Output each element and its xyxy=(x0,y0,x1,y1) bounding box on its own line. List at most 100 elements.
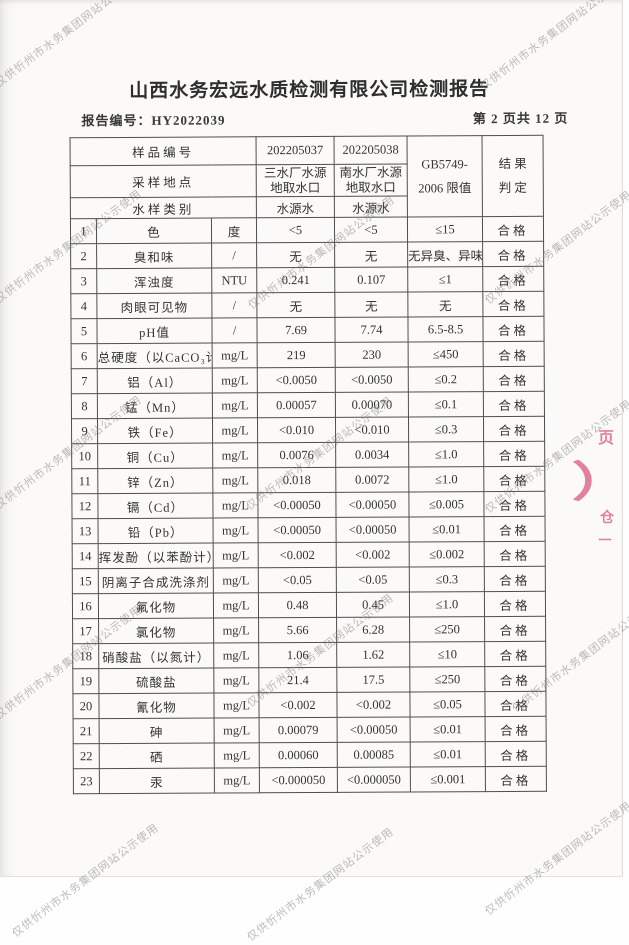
category-2: 水源水 xyxy=(334,196,408,218)
cell-sample2-value: 无 xyxy=(334,242,408,268)
cell-item-name: 肉眼可见物 xyxy=(96,293,212,319)
cell-unit: mg/L xyxy=(214,717,260,744)
table-row: 22 硒 mg/L 0.00060 0.00085 ≤0.01 合格 xyxy=(73,741,547,769)
cell-limit-value: ≤0.3 xyxy=(409,566,485,593)
cell-sample1-value: <0.002 xyxy=(258,692,338,718)
cell-item-name: 硒 xyxy=(99,743,215,769)
cell-sample2-value: <0.00050 xyxy=(336,517,410,543)
cell-unit: mg/L xyxy=(212,417,258,444)
page-title: 山西水务宏远水质检测有限公司检测报告 xyxy=(129,79,490,102)
cell-sample1-value: 7.69 xyxy=(256,317,336,343)
table-row: 11 锌（Zn） mg/L 0.018 0.0072 ≤1.0 合格 xyxy=(71,466,545,494)
cell-row-number: 12 xyxy=(71,493,99,519)
cell-row-number: 21 xyxy=(73,718,100,744)
cell-unit: mg/L xyxy=(213,542,259,569)
cell-sample1-value: <0.05 xyxy=(258,567,337,593)
cell-limit-value: ≤0.002 xyxy=(409,541,485,568)
cell-result-value: 合格 xyxy=(484,616,546,642)
cell-item-name: 铜（Cu） xyxy=(97,443,213,469)
cell-sample2-value: 17.5 xyxy=(336,667,410,693)
cell-row-number: 20 xyxy=(72,693,100,719)
cell-result-value: 合格 xyxy=(483,441,545,467)
cell-row-number: 5 xyxy=(70,318,98,344)
cell-limit-value: ≤1.0 xyxy=(409,591,485,618)
cell-sample2-value: <0.0050 xyxy=(335,367,409,393)
cell-unit: mg/L xyxy=(213,642,259,669)
cell-unit: mg/L xyxy=(214,742,260,769)
cell-sample2-value: 6.28 xyxy=(336,617,410,643)
cell-sample1-value: 无 xyxy=(256,292,335,318)
location-1: 三水厂水源 地取水口 xyxy=(256,164,335,197)
cell-sample2-value: <0.002 xyxy=(336,542,410,568)
cell-row-number: 3 xyxy=(70,268,97,294)
cell-limit-value: ≤0.01 xyxy=(410,716,486,743)
cell-row-number: 9 xyxy=(71,418,98,444)
cell-limit-value: ≤0.01 xyxy=(410,741,486,768)
table-row: 19 硫酸盐 mg/L 21.4 17.5 ≤250 合格 xyxy=(72,666,546,694)
table-row: 10 铜（Cu） mg/L 0.0076 0.0034 ≤1.0 合格 xyxy=(71,441,545,469)
cell-limit-value: ≤10 xyxy=(409,641,485,668)
category-1: 水源水 xyxy=(256,196,335,218)
table-row: 3 浑浊度 NTU 0.241 0.107 ≤1 合格 xyxy=(70,266,544,294)
location-1-line2: 地取水口 xyxy=(270,180,321,195)
cell-row-number: 10 xyxy=(71,443,98,469)
cell-result-value: 合格 xyxy=(484,641,546,667)
table-row: 1 色度 <5 <5 ≤15 合格 xyxy=(70,216,544,244)
table-row: 8 锰（Mn） mg/L 0.00057 0.00070 ≤0.1 合格 xyxy=(71,391,545,419)
cell-sample2-value: <5 xyxy=(334,217,408,243)
sample-no-label: 样品编号 xyxy=(70,136,257,166)
table-row: 20 氰化物 mg/L <0.002 <0.002 ≤0.05 合格 xyxy=(72,691,547,719)
cell-sample1-value: 0.48 xyxy=(258,592,337,618)
cell-item-name: 铁（Fe） xyxy=(97,418,213,444)
water-quality-table: 样品编号 202205037 202205038 GB5749- 2006 限值… xyxy=(69,134,547,795)
cell-sample1-value: 0.00079 xyxy=(259,717,338,743)
cell-sample1-value: 1.06 xyxy=(258,642,337,668)
cell-limit-value: ≤250 xyxy=(409,666,485,693)
cell-limit-value: 6.5-8.5 xyxy=(407,316,484,343)
cell-result-value: 合格 xyxy=(483,491,546,517)
cell-result-value: 合格 xyxy=(482,266,544,292)
table-row: 9 铁（Fe） mg/L <0.010 <0.010 ≤0.3 合格 xyxy=(71,416,545,444)
cell-sample1-value: <5 xyxy=(256,217,335,243)
cell-row-number: 1 xyxy=(70,218,97,244)
location-2-line2: 地取水口 xyxy=(345,180,396,195)
cell-row-number: 13 xyxy=(72,518,99,544)
cell-result-value: 合格 xyxy=(484,691,547,717)
cell-unit: / xyxy=(211,317,258,344)
cell-item-name: 镉（Cd） xyxy=(97,493,214,519)
cell-sample1-value: 0.018 xyxy=(257,467,336,493)
document-content: 山西水务宏远水质检测有限公司检测报告 报告编号：HY2022039 第 2 页共… xyxy=(69,79,568,795)
cell-unit: mg/L xyxy=(212,342,258,369)
cell-item-name: 汞 xyxy=(99,768,215,794)
cell-row-number: 14 xyxy=(72,543,99,569)
cell-row-number: 17 xyxy=(72,618,99,644)
cell-unit: mg/L xyxy=(213,692,260,719)
cell-sample1-value: 0.0076 xyxy=(257,442,336,468)
category-label: 水样类别 xyxy=(70,196,257,219)
cell-item-name: 浑浊度 xyxy=(96,268,212,294)
cell-limit-value: 无异臭、异味 xyxy=(407,241,483,268)
cell-item-name: 挥发酚（以苯酚计） xyxy=(98,543,214,569)
cell-result-value: 合格 xyxy=(484,541,546,567)
cell-row-number: 15 xyxy=(72,568,99,594)
cell-sample2-value: <0.05 xyxy=(336,567,410,593)
cell-item-name: 硝酸盐（以氮计） xyxy=(98,643,214,669)
report-info-line: 报告编号：HY2022039 第 2 页共 12 页 xyxy=(81,108,568,130)
cell-limit-value: 无 xyxy=(407,291,483,318)
cell-sample1-value: <0.00050 xyxy=(258,517,337,543)
sample-no-2: 202205038 xyxy=(334,136,408,165)
cell-sample2-value: <0.002 xyxy=(336,692,411,718)
cell-result-value: 合格 xyxy=(483,341,545,367)
cell-sample1-value: <0.000050 xyxy=(259,767,338,793)
report-number: 报告编号：HY2022039 xyxy=(81,112,226,129)
cell-row-number: 7 xyxy=(71,368,98,394)
table-row: 2 臭和味 / 无无无异臭、异味 合格 xyxy=(70,241,544,269)
cell-result-value: 合格 xyxy=(483,391,545,417)
cell-sample2-value: 0.107 xyxy=(334,267,408,293)
location-1-line1: 三水厂水源 xyxy=(263,165,327,180)
cell-limit-value: ≤1.0 xyxy=(408,466,484,493)
cell-sample1-value: <0.010 xyxy=(257,417,336,443)
cell-unit: mg/L xyxy=(213,667,259,694)
cell-unit: mg/L xyxy=(212,467,258,494)
